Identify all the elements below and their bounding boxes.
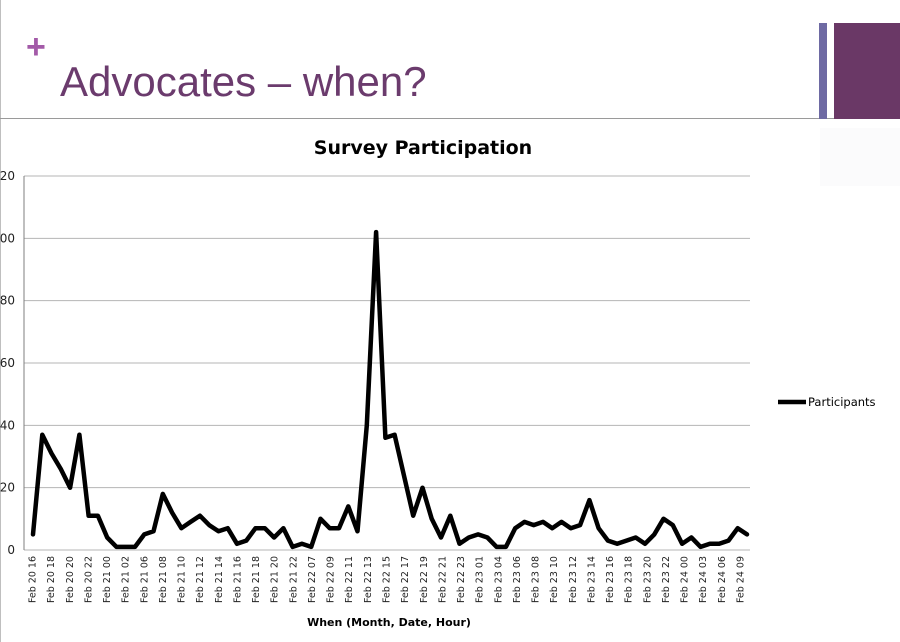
x-tick-label: Feb 21 16 [232, 556, 243, 603]
x-tick-label: Feb 23 16 [605, 556, 616, 603]
x-tick-label: Feb 21 22 [288, 556, 299, 603]
accent-ghost-shape [820, 128, 900, 186]
participants-series-line [30, 229, 750, 550]
x-tick-label: Feb 24 00 [680, 556, 691, 603]
y-tick-label: 0 [7, 543, 15, 557]
x-tick-label: Feb 20 16 [28, 556, 39, 603]
y-tick-label: 100 [0, 231, 15, 245]
x-tick-label: Feb 22 07 [307, 556, 318, 603]
chart-title: Survey Participation [314, 137, 532, 159]
y-tick-label: 60 [0, 356, 15, 370]
x-tick-label: Feb 22 23 [456, 556, 467, 603]
accent-block [834, 23, 900, 119]
x-tick-label: Feb 23 12 [568, 556, 579, 603]
accent-bar-thin [819, 23, 827, 119]
y-tick-label: 120 [0, 169, 15, 183]
x-tick-label: Feb 22 19 [419, 556, 430, 603]
title-plus-icon: + [26, 28, 46, 66]
x-tick-label: Feb 23 08 [531, 556, 542, 603]
x-tick-label: Feb 22 11 [344, 556, 355, 603]
x-tick-label: Feb 22 15 [382, 556, 393, 603]
legend-label: Participants [808, 395, 876, 409]
x-tick-label: Feb 21 18 [251, 556, 262, 603]
survey-participation-chart: Survey Participation 0 20 40 60 80 100 120 Feb… [0, 137, 876, 629]
x-tick-label: Feb 20 18 [46, 556, 57, 603]
x-tick-label: Feb 23 10 [549, 556, 560, 603]
legend: Participants [778, 395, 876, 409]
x-tick-label: Feb 24 06 [717, 556, 728, 603]
x-tick-label: Feb 23 22 [661, 556, 672, 603]
x-tick-label: Feb 22 17 [400, 556, 411, 603]
x-tick-label: Feb 21 00 [102, 556, 113, 603]
x-tick-label: Feb 23 18 [624, 556, 635, 603]
x-tick-label: Feb 23 20 [642, 556, 653, 603]
y-tick-label: 20 [0, 481, 15, 495]
x-tick-label: Feb 24 09 [736, 556, 747, 603]
y-tick-label: 40 [0, 418, 15, 432]
x-tick-label: Feb 21 08 [158, 556, 169, 603]
y-tick-label: 80 [0, 294, 15, 308]
x-tick-label: Feb 21 10 [177, 556, 188, 603]
x-tick-label: Feb 20 20 [65, 556, 76, 603]
x-tick-label: Feb 23 06 [512, 556, 523, 603]
x-tick-label: Feb 21 14 [214, 556, 225, 603]
x-tick-label: Feb 24 03 [698, 556, 709, 603]
slide-left-border [0, 0, 1, 642]
x-tick-label: Feb 23 14 [586, 556, 597, 603]
x-tick-label: Feb 21 12 [195, 556, 206, 603]
x-axis-label: When (Month, Date, Hour) [307, 616, 471, 629]
slide-title: Advocates – when? [60, 58, 427, 105]
x-tick-label: Feb 23 04 [493, 556, 504, 603]
x-tick-label: Feb 22 21 [437, 556, 448, 603]
x-tick-label: Feb 22 13 [363, 556, 374, 603]
x-tick-label: Feb 20 22 [83, 556, 94, 603]
x-tick-label: Feb 22 09 [326, 556, 337, 603]
x-tick-label: Feb 21 02 [121, 556, 132, 603]
x-tick-label: Feb 23 01 [475, 556, 486, 603]
x-tick-label: Feb 21 06 [139, 556, 150, 603]
x-tick-label: Feb 21 20 [270, 556, 281, 603]
title-divider [0, 118, 900, 119]
